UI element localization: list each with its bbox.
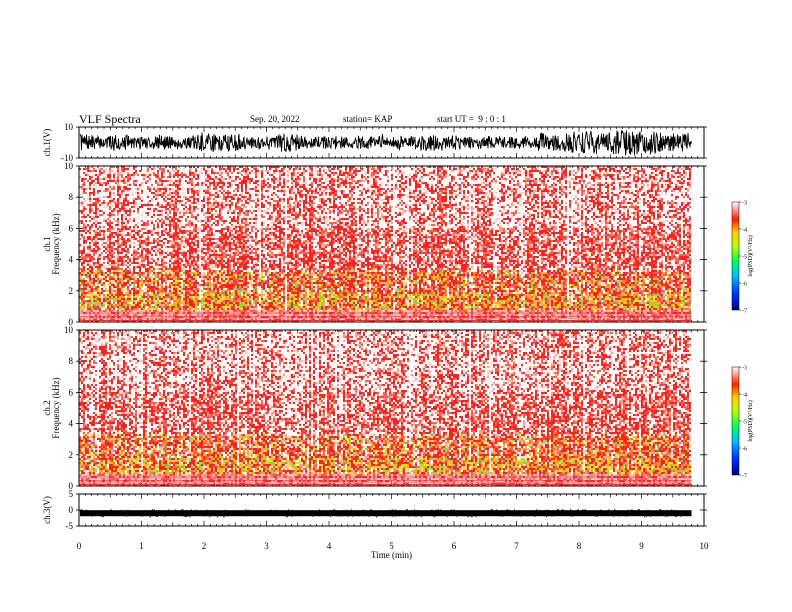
x-axis: 0 1 2 3 4 5 6 7 8 9 10 Time (min) bbox=[77, 541, 709, 560]
y-axis-label: ch.3(V) bbox=[42, 496, 52, 524]
y-tick-label: 6 bbox=[69, 387, 74, 397]
colorbar-tick-label: -7 bbox=[742, 474, 747, 480]
y-tick-label: 8 bbox=[69, 356, 74, 366]
x-tick-label: 6 bbox=[452, 541, 457, 551]
colorbar-tick-label: -6 bbox=[742, 282, 747, 288]
x-tick-label: 7 bbox=[514, 541, 519, 551]
spectrogram-image bbox=[79, 166, 691, 322]
colorbar-ch1: -3 -4 -5 -6 -7 log(PSD)(V²/Hz) bbox=[731, 201, 754, 315]
y-axis-label: ch.1(V) bbox=[42, 129, 52, 157]
date-label: Sep. 20, 2022 bbox=[250, 114, 300, 124]
x-tick-label: 8 bbox=[577, 541, 582, 551]
y-tick-label: 4 bbox=[69, 255, 74, 265]
y-tick-label: 4 bbox=[69, 419, 74, 429]
colorbar-tick-label: -5 bbox=[742, 420, 747, 426]
colorbar-tick-label: -4 bbox=[742, 228, 747, 234]
waveform-band bbox=[80, 510, 692, 517]
x-tick-label: 10 bbox=[700, 541, 710, 551]
x-tick-label: 4 bbox=[327, 541, 332, 551]
colorbar-scale bbox=[731, 366, 740, 476]
panel-frame-top bbox=[78, 165, 705, 323]
colorbar-scale bbox=[731, 201, 740, 311]
x-tick-label: 0 bbox=[77, 541, 82, 551]
y-tick-label: 2 bbox=[69, 286, 74, 296]
waveform-line bbox=[79, 130, 692, 156]
y-tick-label: 6 bbox=[69, 223, 74, 233]
colorbar-tick-label: -7 bbox=[742, 309, 747, 315]
y-axis-label: Frequency (kHz) bbox=[51, 213, 61, 274]
spectrogram-image bbox=[79, 330, 691, 486]
y-tick-label: 8 bbox=[69, 192, 74, 202]
x-tick-label: 3 bbox=[264, 541, 269, 551]
colorbar-tick-label: -6 bbox=[742, 447, 747, 453]
colorbar-ch2: -3 -4 -5 -6 -7 log(PSD)(V²/Hz) bbox=[731, 366, 754, 480]
x-axis-label: Time (min) bbox=[371, 550, 412, 560]
colorbar-tick-label: -3 bbox=[742, 201, 747, 207]
figure-title: VLF Spectra bbox=[79, 112, 141, 127]
waveform-ch1-panel: 10 -10 ch.1(V) bbox=[42, 122, 707, 163]
y-tick-label: -5 bbox=[66, 521, 74, 531]
colorbar-label: log(PSD)(V²/Hz) bbox=[747, 235, 754, 276]
y-tick-label: 0 bbox=[69, 317, 74, 327]
y-axis-label: ch.1 bbox=[42, 236, 52, 251]
y-axis-label: ch.2 bbox=[42, 400, 52, 415]
x-tick-label: 1 bbox=[139, 541, 144, 551]
x-tick-label: 2 bbox=[202, 541, 207, 551]
y-tick-label: 0 bbox=[69, 481, 74, 491]
colorbar-tick-label: -5 bbox=[742, 255, 747, 261]
y-tick-label: 5 bbox=[69, 489, 74, 499]
spectrogram-ch1-panel: 0 2 4 6 8 10 ch.1 Frequency (kHz) bbox=[42, 161, 707, 327]
colorbar-tick-label: -3 bbox=[742, 366, 747, 372]
x-tick-label: 9 bbox=[639, 541, 644, 551]
y-tick-label: 10 bbox=[64, 161, 74, 171]
waveform-line bbox=[79, 508, 692, 519]
colorbar-tick-label: -4 bbox=[742, 393, 747, 399]
waveform-ch3-panel: 5 0 -5 ch.3(V) bbox=[42, 489, 707, 531]
panel-frame-top bbox=[78, 329, 705, 487]
start-time-label: start UT = 9 : 0 : 1 bbox=[437, 114, 506, 124]
y-axis-label: Frequency (kHz) bbox=[51, 377, 61, 438]
x-tick-label: 5 bbox=[389, 541, 394, 551]
y-tick-label: 10 bbox=[64, 122, 74, 132]
spectrogram-ch2-panel: 0 2 4 6 8 10 ch.2 Frequency (kHz) bbox=[42, 325, 707, 491]
station-label: station= KAP bbox=[343, 114, 392, 124]
colorbar-label: log(PSD)(V²/Hz) bbox=[747, 400, 754, 441]
y-tick-label: 10 bbox=[64, 325, 74, 335]
y-tick-label: 0 bbox=[69, 505, 74, 515]
y-tick-label: -10 bbox=[61, 153, 73, 163]
y-tick-label: 2 bbox=[69, 450, 74, 460]
